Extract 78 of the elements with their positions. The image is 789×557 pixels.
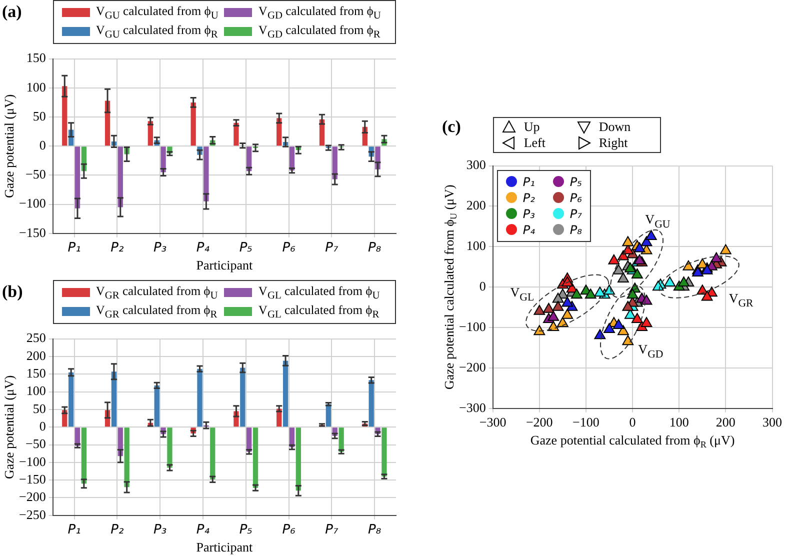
text: Down: [598, 119, 631, 135]
x-tick-label: P₅: [239, 522, 252, 538]
y-axis-title: Gaze potential calculated from ϕU (μV): [441, 184, 458, 390]
annotation: V$_{GL}$: [510, 284, 534, 303]
x-tick-label: −300: [479, 414, 506, 430]
legend-label: P₈: [570, 222, 582, 237]
legend-label: V$_{GU}$ calculated from ϕ$_{U}$: [96, 4, 218, 22]
chart-title: (c): [442, 117, 461, 137]
x-tick-label: P₈: [368, 240, 382, 256]
x-tick-label: P₁: [68, 522, 81, 538]
y-tick-label: −100: [458, 318, 486, 334]
legend-label: V$_{GR}$ calculated from ϕ$_{U}$: [96, 284, 218, 302]
x-tick-label: P₃: [154, 240, 167, 256]
y-tick-label: −200: [458, 359, 486, 374]
x-tick-label: 200: [716, 414, 736, 430]
y-tick-label: −100: [18, 454, 46, 469]
y-tick-label: 200: [466, 198, 486, 213]
x-tick-label: P₆: [282, 240, 296, 256]
y-tick-label: −250: [18, 506, 46, 522]
y-tick-label: 150: [26, 366, 46, 381]
legend-label: V$_{GR}$ calculated from ϕ$_{R}$: [96, 302, 218, 320]
x-tick-label: P₄: [196, 240, 210, 256]
y-tick-label: −50: [25, 166, 46, 182]
y-tick-label: 250: [26, 330, 46, 346]
y-tick-label: 0: [479, 278, 486, 294]
legend-label: P₅: [570, 174, 582, 189]
x-tick-label: P₂: [110, 522, 124, 538]
y-tick-label: 100: [26, 79, 46, 94]
y-tick-label: −50: [25, 436, 46, 452]
legend-label: V$_{GD}$ calculated from ϕ$_{R}$: [258, 22, 380, 40]
y-tick-label: −150: [18, 472, 46, 486]
y-tick-label: 200: [26, 348, 46, 363]
x-axis-title: Participant: [196, 539, 253, 554]
legend-label: P₁: [522, 174, 535, 189]
y-tick-label: 100: [26, 383, 46, 398]
x-tick-label: P₂: [110, 240, 124, 256]
legend-label: P₄: [522, 222, 535, 237]
legend-label: V$_{GU}$ calculated from ϕ$_{R}$: [96, 22, 218, 40]
y-tick-label: 300: [466, 157, 486, 172]
x-tick-label: −100: [572, 414, 600, 430]
y-tick-label: 150: [26, 50, 46, 66]
legend-label: V$_{GD}$ calculated from ϕ$_{U}$: [258, 4, 381, 22]
x-axis-title: Participant: [196, 257, 253, 272]
legend-label: P₇: [570, 206, 582, 221]
x-tick-label: 0: [629, 414, 636, 430]
annotation: V$_{GU}$: [645, 212, 670, 230]
y-axis-title: Gaze potential (μV): [1, 375, 16, 479]
y-tick-label: 50: [32, 400, 46, 416]
y-tick-label: −300: [458, 400, 486, 415]
legend-label: P₂: [522, 190, 535, 205]
y-tick-label: −150: [18, 224, 46, 240]
chart-title: (b): [2, 282, 23, 302]
annotation: V$_{GD}$: [638, 342, 664, 360]
x-tick-label: 300: [762, 414, 782, 430]
text: Up: [524, 119, 540, 135]
x-tick-label: P₃: [154, 522, 167, 538]
legend-label: P₆: [570, 190, 582, 205]
x-tick-label: P₇: [325, 522, 339, 538]
y-tick-label: −200: [18, 489, 46, 504]
x-tick-label: P₈: [368, 522, 382, 538]
text: Right: [598, 135, 628, 151]
y-axis-title: Gaze potential (μV): [1, 94, 16, 198]
x-tick-label: P₄: [196, 522, 210, 538]
legend-label: V$_{GL}$ calculated from ϕ$_{U}$: [258, 284, 380, 302]
text: Left: [524, 135, 546, 151]
x-tick-label: −200: [526, 414, 553, 430]
legend-label: P₃: [522, 206, 535, 221]
chart-title: (a): [2, 2, 22, 22]
x-tick-label: P₇: [325, 240, 339, 256]
y-tick-label: 0: [39, 138, 46, 153]
x-tick-label: 100: [669, 414, 689, 430]
annotation: V$_{GR}$: [728, 290, 754, 309]
x-tick-label: P₅: [239, 240, 252, 256]
x-tick-label: P₁: [68, 240, 81, 256]
y-tick-label: −100: [18, 196, 46, 211]
legend-label: V$_{GL}$ calculated from ϕ$_{R}$: [258, 302, 380, 320]
y-tick-label: 50: [32, 108, 46, 124]
x-tick-label: P₆: [282, 522, 296, 538]
